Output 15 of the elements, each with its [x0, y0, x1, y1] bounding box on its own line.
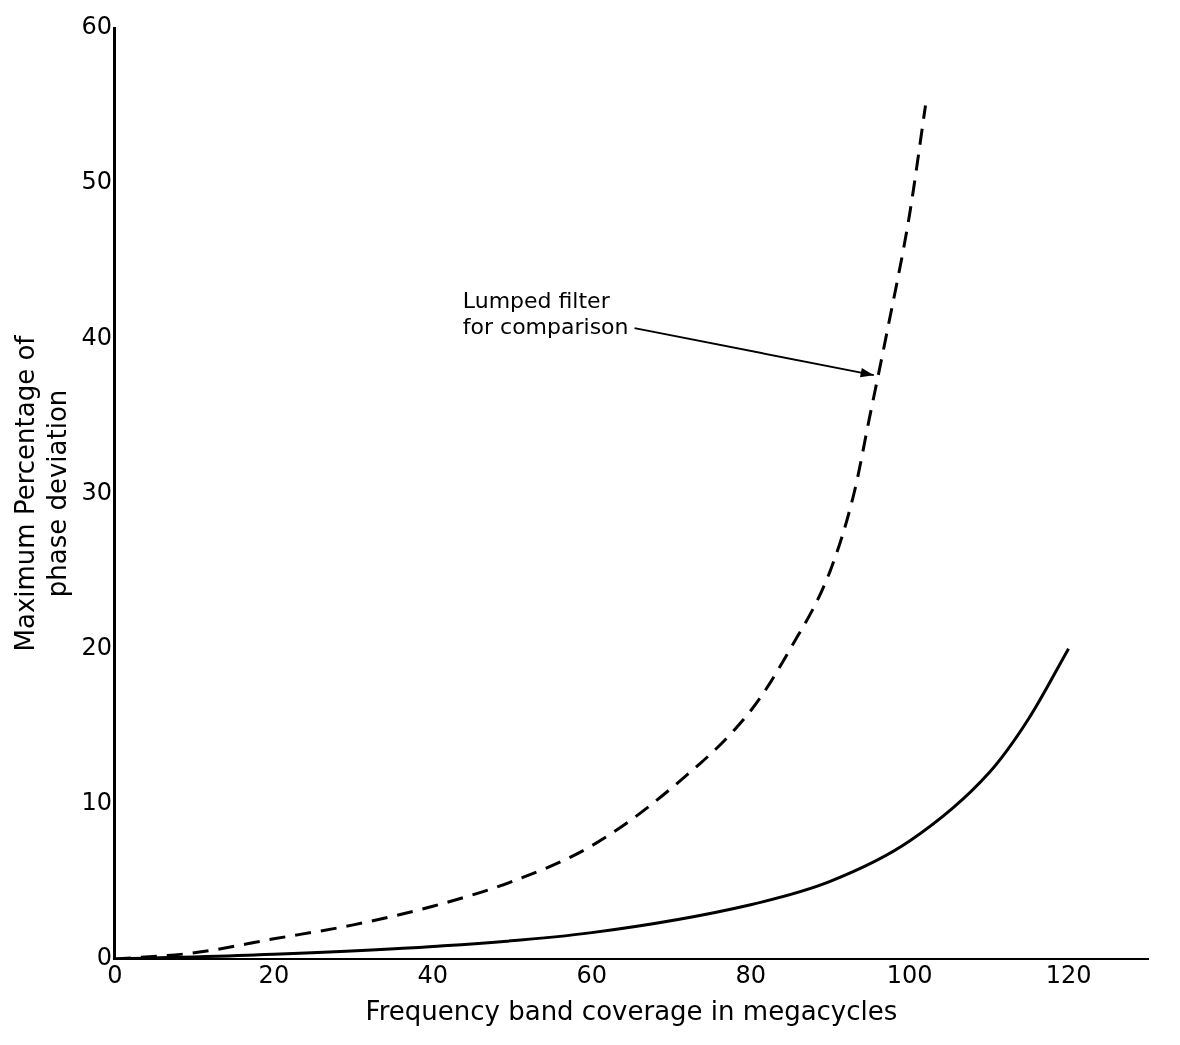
y-tick-label: 30: [81, 477, 112, 506]
y-axis-title: Maximum Percentage of phase deviation: [10, 334, 72, 652]
y-tick-label: 60: [81, 12, 112, 41]
x-axis-title: Frequency band coverage in megacycles: [365, 996, 898, 1027]
x-tick-label: 100: [886, 960, 933, 989]
x-tick-label: 20: [258, 960, 290, 989]
x-tick-label: 80: [735, 960, 766, 989]
x-tick-label: 40: [417, 960, 449, 989]
x-tick-label: 120: [1045, 960, 1092, 989]
y-tick-label: 20: [81, 632, 112, 661]
y-tick-label: 10: [81, 788, 112, 817]
annotation: Lumped filter for comparison: [462, 287, 629, 339]
y-tick-label: 40: [81, 322, 112, 351]
y-tick-label: 50: [81, 167, 112, 196]
x-tick-label: 60: [576, 960, 608, 989]
